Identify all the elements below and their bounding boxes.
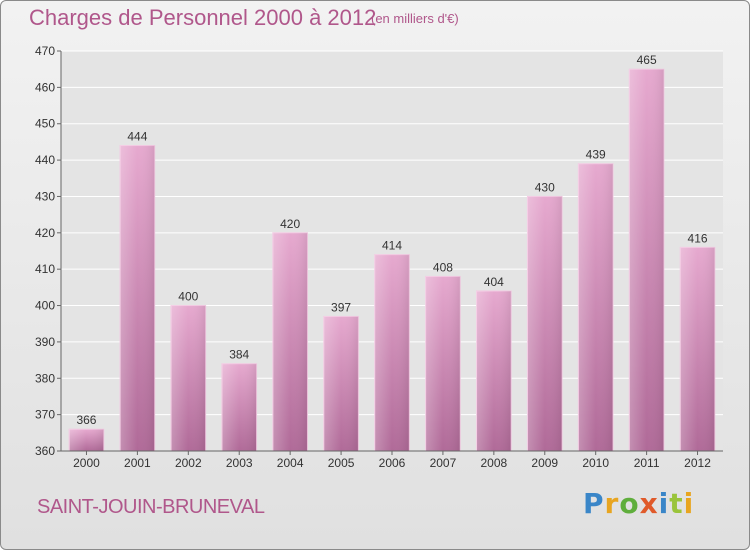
x-axis: 2000 2001 2002 2003 2004 2005 2006 2007 2008 2009… bbox=[61, 450, 723, 470]
bar-shading bbox=[69, 429, 104, 451]
bar-shading bbox=[272, 232, 308, 451]
bar-value-label: 430 bbox=[535, 180, 555, 194]
y-tick-label: 390 bbox=[35, 335, 55, 349]
bar-shading bbox=[323, 316, 359, 451]
y-tick-label: 420 bbox=[35, 226, 55, 240]
location-label: SAINT-JOUIN-BRUNEVAL bbox=[37, 496, 265, 518]
bar-value-label: 414 bbox=[382, 239, 402, 253]
proxiti-logo: Proxiti bbox=[583, 487, 694, 520]
x-tick-label: 2003 bbox=[226, 456, 253, 470]
y-tick-label: 380 bbox=[35, 371, 55, 385]
y-tick-label: 430 bbox=[35, 189, 55, 203]
x-tick-label: 2010 bbox=[582, 456, 609, 470]
bar-value-label: 366 bbox=[76, 413, 96, 427]
logo-letter: x bbox=[639, 487, 659, 520]
x-tick-label: 2000 bbox=[73, 456, 100, 470]
bar-shading bbox=[527, 196, 563, 451]
bar-value-label: 420 bbox=[280, 217, 300, 231]
y-tick-label: 450 bbox=[35, 117, 55, 131]
bars: 366 444 400 384 420 397 414 408 404 430 439 465 416 bbox=[68, 53, 716, 452]
y-tick-label: 460 bbox=[35, 80, 55, 94]
bar-value-label: 444 bbox=[127, 130, 147, 144]
x-tick-label: 2011 bbox=[634, 456, 660, 470]
bar-value-label: 404 bbox=[484, 275, 504, 289]
logo-letter: o bbox=[619, 487, 640, 520]
bar-shading bbox=[170, 305, 206, 451]
bar-value-label: 384 bbox=[229, 348, 249, 362]
bar-shading bbox=[476, 291, 512, 451]
x-tick-label: 2001 bbox=[124, 456, 151, 470]
logo-letter: P bbox=[583, 487, 605, 520]
bar-shading bbox=[578, 163, 614, 451]
bar-value-label: 439 bbox=[586, 148, 606, 162]
x-tick-label: 2007 bbox=[430, 456, 457, 470]
x-tick-label: 2006 bbox=[379, 456, 406, 470]
x-tick-label: 2002 bbox=[175, 456, 202, 470]
chart-subtitle: (en milliers d'€) bbox=[371, 11, 459, 26]
bar-shading bbox=[221, 363, 257, 451]
y-tick-label: 410 bbox=[35, 262, 55, 276]
logo-letter: i bbox=[683, 487, 695, 520]
logo-letter: i bbox=[658, 487, 670, 520]
bar-value-label: 397 bbox=[331, 300, 351, 314]
logo-letter: r bbox=[604, 487, 620, 520]
bar-value-label: 465 bbox=[637, 53, 657, 67]
bar-shading bbox=[374, 254, 410, 451]
bar-shading bbox=[120, 145, 155, 451]
bar-shading bbox=[629, 69, 664, 451]
x-tick-label: 2008 bbox=[480, 456, 507, 470]
y-tick-label: 370 bbox=[35, 408, 55, 422]
y-tick-label: 440 bbox=[35, 153, 55, 167]
x-tick-label: 2005 bbox=[328, 456, 355, 470]
bar-shading bbox=[425, 276, 461, 451]
y-tick-label: 360 bbox=[35, 444, 55, 458]
y-tick-label: 400 bbox=[35, 299, 55, 313]
y-axis: 360 370 380 390 400 410 420 430 440 450 460 470 bbox=[35, 44, 62, 458]
bar-value-label: 408 bbox=[433, 260, 453, 274]
bar-value-label: 400 bbox=[178, 290, 198, 304]
y-tick-label: 470 bbox=[35, 44, 55, 58]
chart-title: Charges de Personnel 2000 à 2012 bbox=[29, 5, 377, 30]
x-tick-label: 2004 bbox=[277, 456, 304, 470]
x-tick-label: 2012 bbox=[684, 456, 711, 470]
bar-value-label: 416 bbox=[688, 231, 708, 245]
bar-shading bbox=[680, 247, 715, 451]
logo-letter: t bbox=[669, 487, 684, 520]
x-tick-label: 2009 bbox=[531, 456, 558, 470]
